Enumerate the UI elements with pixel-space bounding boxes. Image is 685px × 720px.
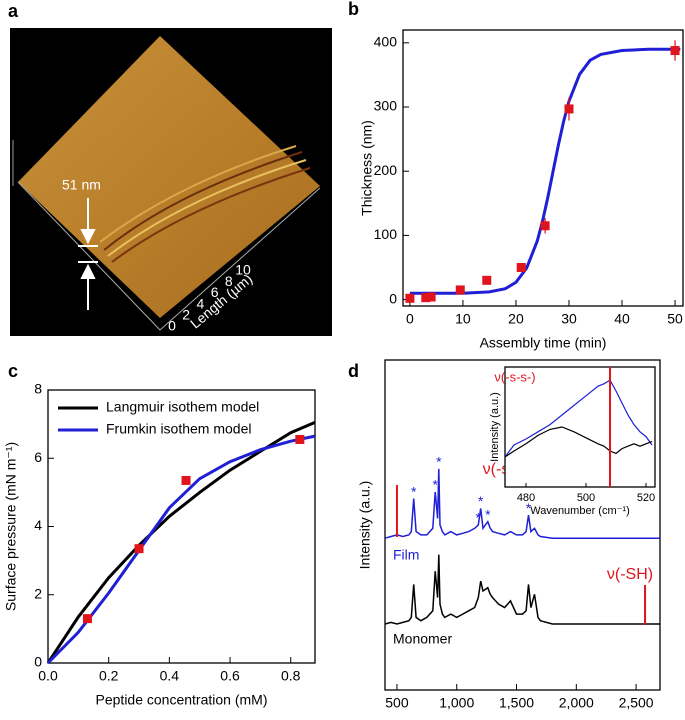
y-tick-label: 2 <box>34 585 42 601</box>
x-tick-label: 2,500 <box>619 695 654 711</box>
data-point <box>516 262 526 272</box>
peak-marker: * <box>526 500 532 516</box>
data-point <box>540 221 550 231</box>
series-line <box>384 554 660 625</box>
x-tick-label: 0.8 <box>281 668 301 684</box>
data-point <box>670 46 680 56</box>
y-tick-label: 300 <box>374 98 398 114</box>
y-tick-label: 8 <box>34 381 42 397</box>
x-tick-label: 50 <box>667 311 683 327</box>
data-point <box>181 475 191 485</box>
y-axis-label: Intensity (a.u.) <box>357 481 373 570</box>
x-tick-label: 1,500 <box>499 695 534 711</box>
legend-label: Frumkin isothem model <box>106 421 252 437</box>
afm-tick-label: 8 <box>225 273 233 289</box>
data-point <box>82 614 92 624</box>
x-tick-label: 1,000 <box>439 695 474 711</box>
x-tick-label: 40 <box>614 311 630 327</box>
x-tick-label: 0.4 <box>160 668 180 684</box>
afm-tick-label: 0 <box>168 318 176 334</box>
peak-marker: * <box>476 510 482 526</box>
afm-annotation: 51 nm <box>62 177 101 193</box>
panel-label: d <box>348 361 359 381</box>
plot-frame <box>504 366 656 488</box>
data-point <box>421 293 431 303</box>
panel-label: c <box>8 361 18 381</box>
y-axis-label: Intensity (a.u.) <box>489 392 501 462</box>
band-label: ν(-s-s-) <box>494 369 535 384</box>
data-point <box>405 293 415 303</box>
band-label: ν(-SH) <box>607 566 653 583</box>
plot-frame <box>402 29 684 307</box>
y-tick-label: 6 <box>34 449 42 465</box>
data-point <box>295 434 305 444</box>
afm-surface <box>18 36 320 318</box>
peak-marker: * <box>432 477 438 493</box>
legend-label: Langmuir isothem model <box>106 399 259 415</box>
series-line <box>504 379 653 458</box>
series-line <box>409 47 681 295</box>
x-tick-label: 30 <box>561 311 577 327</box>
data-point <box>455 285 465 295</box>
series-line <box>46 421 316 664</box>
x-axis-label: Wavenumber (cm⁻¹) <box>530 505 630 517</box>
x-tick-label: 2,000 <box>559 695 594 711</box>
afm-tick-label: 6 <box>211 284 219 300</box>
peak-marker: * <box>411 483 417 499</box>
y-tick-label: 400 <box>374 34 398 50</box>
afm-arrows <box>78 198 98 310</box>
afm-stripes <box>99 145 311 263</box>
x-tick-label: 500 <box>577 492 595 504</box>
x-tick-label: 20 <box>508 311 524 327</box>
y-tick-label: 0 <box>34 654 42 670</box>
data-point <box>482 275 492 285</box>
series-line <box>384 468 660 539</box>
series-label: Film <box>393 547 419 563</box>
x-tick-label: 0.6 <box>220 668 240 684</box>
x-tick-label: 0.2 <box>99 668 119 684</box>
x-axis-label: Peptide concentration (mM) <box>96 692 268 708</box>
x-tick-label: 480 <box>517 492 535 504</box>
x-tick-label: 520 <box>637 492 655 504</box>
y-tick-label: 0 <box>389 290 397 306</box>
data-point <box>564 104 574 114</box>
x-tick-label: 10 <box>455 311 471 327</box>
afm-tick-label: 2 <box>182 307 190 323</box>
afm-tick-label: 10 <box>235 262 251 278</box>
x-tick-label: 0.0 <box>38 668 58 684</box>
data-point <box>134 544 144 554</box>
y-tick-label: 200 <box>374 162 398 178</box>
chart: c 0.0 0.2 0.4 0.6 0.8 0 2 4 6 8 Peptide concentrati… <box>3 361 316 708</box>
peak-marker: * <box>478 493 484 509</box>
series-line <box>504 426 653 458</box>
series-line <box>46 434 316 665</box>
y-tick-label: 4 <box>34 517 42 533</box>
afm-axis <box>17 181 161 331</box>
series-label: Monomer <box>393 631 452 647</box>
peak-marker: * <box>485 506 491 522</box>
afm-tick-label: 4 <box>197 295 205 311</box>
panel-label: b <box>348 0 359 19</box>
x-tick-label: 0 <box>406 311 414 327</box>
x-tick-label: 500 <box>385 695 409 711</box>
afm-axis <box>159 187 321 331</box>
inset-chart: 480 500 520 Wavenumber (cm⁻¹) Intensity (a.u… <box>489 366 656 517</box>
y-tick-label: 100 <box>374 226 398 242</box>
y-axis-label: Surface pressure (mN m⁻¹) <box>3 442 19 611</box>
x-axis-label: Assembly time (min) <box>480 335 607 351</box>
y-axis-label: Thickness (nm) <box>359 120 375 216</box>
chart: b 0 10 20 30 40 50 0 100 200 300 400 Assembly time (… <box>348 0 684 351</box>
data-point <box>426 292 436 302</box>
peak-marker: * <box>436 454 442 470</box>
panel-label: a <box>8 1 19 21</box>
